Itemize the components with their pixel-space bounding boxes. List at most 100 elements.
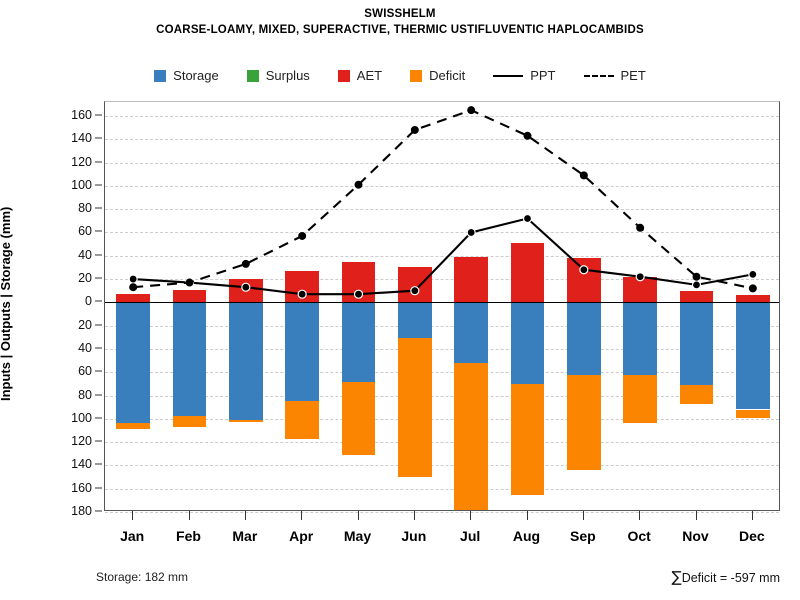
y-tick-mark: [95, 207, 102, 209]
y-tick-label: 180: [71, 504, 92, 518]
marker-pet-mar: [241, 259, 250, 268]
y-axis: Inputs | Outputs | Storage (mm) 160 140 12…: [0, 101, 104, 518]
x-tick-label-jan: Jan: [120, 528, 145, 544]
bar-segment-storage-jul: [454, 302, 489, 363]
gridline: [105, 325, 779, 327]
y-tick-mark: [95, 370, 102, 372]
bar-segment-storage-nov: [679, 302, 714, 386]
y-tick-label: 20: [78, 271, 92, 286]
y-tick-mark: [95, 184, 102, 186]
plot-area: [104, 101, 780, 513]
bar-segment-aet-jan: [116, 294, 151, 303]
bar-segment-deficit-dec: [735, 409, 770, 418]
x-tick-mark: [582, 511, 584, 520]
y-tick-label: 160: [71, 480, 92, 495]
marker-pet-sep: [579, 171, 588, 180]
y-tick-mark: [95, 137, 102, 139]
legend-label-aet: AET: [356, 68, 383, 83]
legend-label-ppt: PPT: [530, 68, 556, 83]
legend-label-storage: Storage: [173, 68, 219, 83]
bar-segment-aet-jun: [397, 267, 432, 303]
gridline: [105, 115, 779, 117]
y-tick-label: 20: [78, 317, 92, 332]
gridline: [105, 139, 779, 141]
marker-pet-jun: [410, 125, 419, 134]
y-tick-mark: [95, 440, 102, 442]
y-tick-label: 140: [71, 131, 92, 146]
bar-segment-storage-mar: [228, 302, 263, 420]
bar-segment-deficit-jul: [454, 362, 489, 510]
gridline: [105, 162, 779, 164]
deficit-note: ∑Deficit = -597 mm: [672, 568, 780, 586]
marker-ppt-jan: [128, 274, 138, 284]
title-line-1: SWISSHELM: [364, 8, 436, 20]
y-tick-mark: [95, 394, 102, 396]
y-tick-label: 60: [78, 224, 92, 239]
marker-ppt-aug: [522, 213, 533, 224]
legend-swatch-deficit-icon: [410, 69, 423, 82]
x-axis: Jan Feb Mar Apr May Jun Jul Aug Sep Oct Nov Dec: [104, 511, 780, 561]
y-tick-label: 140: [71, 457, 92, 472]
legend-swatch-aet-icon: [337, 69, 350, 82]
bar-segment-deficit-apr: [285, 401, 320, 439]
bar-segment-deficit-jan: [116, 423, 151, 430]
gridline: [105, 255, 779, 257]
y-tick-mark: [95, 277, 102, 279]
marker-pet-may: [354, 180, 363, 189]
x-tick-label-apr: Apr: [289, 528, 314, 544]
marker-pet-jan: [129, 283, 138, 292]
y-tick-mark: [95, 324, 102, 326]
x-tick-mark: [301, 511, 303, 520]
line-pet: [133, 109, 754, 290]
bar-segment-deficit-mar: [228, 419, 263, 423]
marker-ppt-dec: [748, 269, 758, 279]
bar-segment-storage-oct: [623, 302, 658, 375]
legend-item-ppt[interactable]: PPT: [493, 68, 556, 83]
gridline: [105, 372, 779, 374]
bar-segment-aet-nov: [679, 290, 714, 303]
bar-segment-deficit-nov: [679, 385, 714, 404]
sigma-symbol: ∑: [671, 568, 682, 586]
y-tick-label: 0: [85, 294, 92, 309]
x-tick-mark: [695, 511, 697, 520]
bar-segment-storage-aug: [510, 302, 545, 384]
bar-segment-deficit-sep: [566, 374, 601, 471]
zero-line: [105, 302, 779, 304]
marker-ppt-apr: [297, 289, 307, 299]
x-tick-label-sep: Sep: [569, 528, 596, 544]
bar-segment-deficit-may: [341, 381, 376, 455]
marker-ppt-may: [353, 289, 364, 299]
x-tick-label-jun: Jun: [401, 528, 427, 544]
y-tick-label: 60: [78, 364, 92, 379]
y-tick-mark: [95, 463, 102, 465]
y-tick-label: 120: [71, 154, 92, 169]
marker-ppt-jul: [466, 227, 476, 238]
y-tick-mark: [95, 300, 102, 302]
marker-pet-nov: [692, 272, 701, 281]
bar-segment-storage-sep: [566, 302, 601, 375]
legend-item-pet[interactable]: PET: [583, 68, 646, 83]
y-tick-mark: [95, 417, 102, 419]
y-tick-label: 40: [78, 247, 92, 262]
bar-segment-aet-feb: [172, 289, 207, 303]
line-series-layer: [128, 106, 758, 299]
legend-swatch-storage-icon: [154, 69, 167, 82]
bar-segment-storage-feb: [172, 302, 207, 417]
legend-label-surplus: Surplus: [265, 68, 310, 83]
line-ppt: [133, 217, 754, 296]
storage-note: Storage: 182 mm: [96, 570, 189, 584]
bar-segment-storage-apr: [285, 302, 320, 402]
legend-swatch-surplus-icon: [246, 69, 259, 82]
legend-item-storage[interactable]: Storage: [154, 68, 219, 83]
gridline: [105, 488, 779, 490]
y-tick-label: 80: [78, 387, 92, 402]
x-tick-label-feb: Feb: [176, 528, 201, 544]
legend-item-aet[interactable]: AET: [337, 68, 383, 83]
marker-pet-apr: [298, 231, 307, 240]
marker-ppt-nov: [691, 280, 702, 290]
gridline: [105, 418, 779, 420]
bar-segment-deficit-oct: [623, 374, 658, 424]
legend-item-surplus[interactable]: Surplus: [246, 68, 310, 83]
legend-item-deficit[interactable]: Deficit: [410, 68, 465, 83]
marker-pet-jul: [467, 106, 476, 115]
